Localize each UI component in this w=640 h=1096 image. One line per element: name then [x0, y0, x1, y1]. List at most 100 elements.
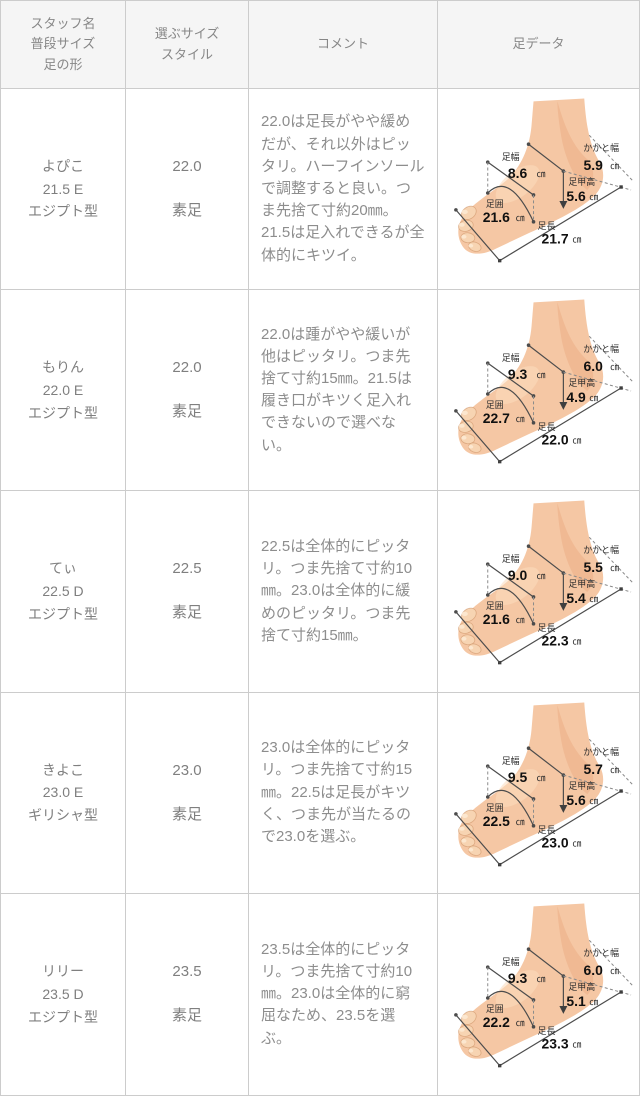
girth-unit: ㎝: [516, 1018, 525, 1028]
foot-length-label: 足長: [538, 422, 556, 432]
foot-length-line: [499, 186, 622, 262]
girth-unit: ㎝: [516, 817, 525, 827]
heel-width-label: かかと幅: [583, 746, 619, 757]
foot-diagram: 足幅 9.3 ㎝ かかと幅 6.0 ㎝ 足甲高 4.9 ㎝ 足囲 22.7 ㎝ …: [454, 299, 634, 464]
heel-width-unit: ㎝: [610, 161, 619, 171]
instep-arrowhead: [559, 1006, 568, 1015]
toe-end-marker: [455, 410, 501, 463]
chosen-size: 22.5: [172, 560, 202, 578]
toe-end-marker: [455, 813, 501, 865]
comment-text: 22.0は踵がやや緩いが他はピッタリ。つま先捨て寸約15㎜。21.5は履き口がキ…: [261, 325, 412, 454]
chosen-size: 23.5: [172, 963, 202, 981]
comment-text: 22.0は足長がやや緩めだが、それ以外はピッタリ。ハーフインソールで調整すると良…: [261, 113, 425, 264]
comment-text: 22.5は全体的にピッタリ。つま先捨て寸約10㎜。23.0は全体的に緩めのピッタ…: [261, 538, 413, 644]
girth-arc: [487, 789, 535, 826]
foot-length-unit: ㎝: [572, 235, 581, 245]
foot-length-label: 足長: [538, 1026, 556, 1036]
instep-height-value: 5.6: [566, 792, 586, 808]
foot-length-line: [499, 387, 622, 463]
foot-width-line: [487, 161, 534, 196]
girth-label: 足囲: [486, 803, 504, 813]
chosen-size-cell: 23.0 素足: [126, 692, 249, 894]
instep-arrowhead: [559, 804, 568, 813]
foot-width-label: 足幅: [502, 554, 520, 565]
foot-length-unit: ㎝: [572, 637, 581, 647]
foot-width-value: 9.3: [508, 970, 528, 986]
foot-width-unit: ㎝: [537, 169, 546, 179]
heel-marker-dash: [563, 371, 632, 392]
girth-arc: [487, 588, 535, 625]
heel-width-unit: ㎝: [610, 362, 619, 372]
instep-arrowhead: [559, 603, 568, 612]
instep-crossline: [528, 949, 564, 977]
toes: [458, 205, 482, 252]
instep-height-label: 足甲高: [568, 377, 595, 388]
foot-width-line: [487, 362, 534, 397]
toenails: [459, 813, 474, 852]
header-cell-comment: コメント: [249, 1, 438, 89]
toenails: [459, 1015, 474, 1053]
instep-height-value: 4.9: [566, 389, 586, 405]
header-cell-size: 選ぶサイズ スタイル: [126, 1, 249, 89]
comment-cell: 22.0は踵がやや緩いが他はピッタリ。つま先捨て寸約15㎜。21.5は履き口がキ…: [249, 290, 438, 492]
heel-marker-dash: [563, 573, 632, 593]
foot-shading: [557, 503, 594, 593]
instep-crossline: [528, 143, 564, 172]
chosen-size-cell: 22.5 素足: [126, 491, 249, 693]
foot-width-value: 8.6: [508, 165, 528, 181]
heel-width-label: かかと幅: [583, 545, 619, 556]
instep-height-value: 5.4: [566, 590, 586, 606]
staff-cell: リリー 23.5 D エジプト型: [1, 893, 126, 1095]
girth-value: 22.7: [483, 410, 510, 426]
girth-label: 足囲: [486, 400, 504, 410]
foot-shading: [557, 101, 594, 191]
heel-width-value: 5.9: [584, 157, 604, 173]
foot-width-unit: ㎝: [537, 572, 546, 582]
girth-value: 22.2: [483, 1014, 510, 1030]
foot-length-value: 22.3: [541, 633, 568, 649]
girth-arc: [487, 991, 535, 1028]
foot-diagram: 足幅 9.5 ㎝ かかと幅 5.7 ㎝ 足甲高 5.6 ㎝ 足囲 22.5 ㎝ …: [454, 702, 634, 867]
chosen-size: 22.0: [172, 158, 202, 176]
comment-cell: 22.5は全体的にピッタリ。つま先捨て寸約10㎜。23.0は全体的に緩めのピッタ…: [249, 491, 438, 693]
foot-data-cell: 足幅 9.3 ㎝ かかと幅 6.0 ㎝ 足甲高 5.1 ㎝ 足囲 22.2 ㎝ …: [438, 893, 639, 1095]
foot-width-label: 足幅: [502, 151, 520, 162]
foot-width-line: [487, 967, 534, 1001]
foot-length-value: 23.0: [541, 834, 568, 850]
heel-width-value: 6.0: [584, 358, 604, 374]
instep-height-label: 足甲高: [568, 579, 595, 590]
foot-length-label: 足長: [538, 221, 556, 231]
girth-value: 21.6: [483, 209, 510, 225]
heel-width-value: 5.7: [584, 761, 604, 777]
instep-height-label: 足甲高: [568, 981, 595, 992]
foot-data-cell: 足幅 9.3 ㎝ かかと幅 6.0 ㎝ 足甲高 4.9 ㎝ 足囲 22.7 ㎝ …: [438, 290, 639, 492]
heel-width-unit: ㎝: [610, 966, 619, 976]
foot-data-cell: 足幅 8.6 ㎝ かかと幅 5.9 ㎝ 足甲高 5.6 ㎝ 足囲 21.6 ㎝ …: [438, 89, 639, 291]
chosen-size: 22.0: [172, 359, 202, 377]
staff-cell: きよこ 23.0 E ギリシャ型: [1, 692, 126, 894]
foot-length-unit: ㎝: [572, 838, 581, 848]
foot-diagram: 足幅 8.6 ㎝ かかと幅 5.9 ㎝ 足甲高 5.6 ㎝ 足囲 21.6 ㎝ …: [454, 98, 634, 263]
foot-length-value: 23.3: [541, 1036, 568, 1052]
foot-width-value: 9.5: [508, 769, 528, 785]
instep-height-unit: ㎝: [589, 997, 598, 1007]
girth-label: 足囲: [486, 601, 504, 611]
foot-width-unit: ㎝: [537, 974, 546, 984]
foot-width-label: 足幅: [502, 755, 520, 766]
staff-cell: てぃ 22.5 D エジプト型: [1, 491, 126, 693]
chosen-size: 23.0: [172, 761, 202, 779]
foot-length-line: [499, 790, 622, 865]
foot-data-cell: 足幅 9.0 ㎝ かかと幅 5.5 ㎝ 足甲高 5.4 ㎝ 足囲 21.6 ㎝ …: [438, 491, 639, 693]
girth-arc: [487, 185, 535, 223]
girth-label: 足囲: [486, 199, 504, 209]
header-cell-staff: スタッフ名 普段サイズ 足の形: [1, 1, 126, 89]
instep-crossline: [528, 747, 564, 776]
heel-width-label: かかと幅: [583, 142, 619, 153]
instep-height-unit: ㎝: [589, 192, 598, 202]
heel-marker-dash: [563, 976, 632, 996]
foot-length-line: [499, 991, 622, 1067]
foot-width-unit: ㎝: [537, 370, 546, 380]
foot-length-label: 足長: [538, 824, 556, 834]
heel-marker-dash: [563, 774, 632, 795]
